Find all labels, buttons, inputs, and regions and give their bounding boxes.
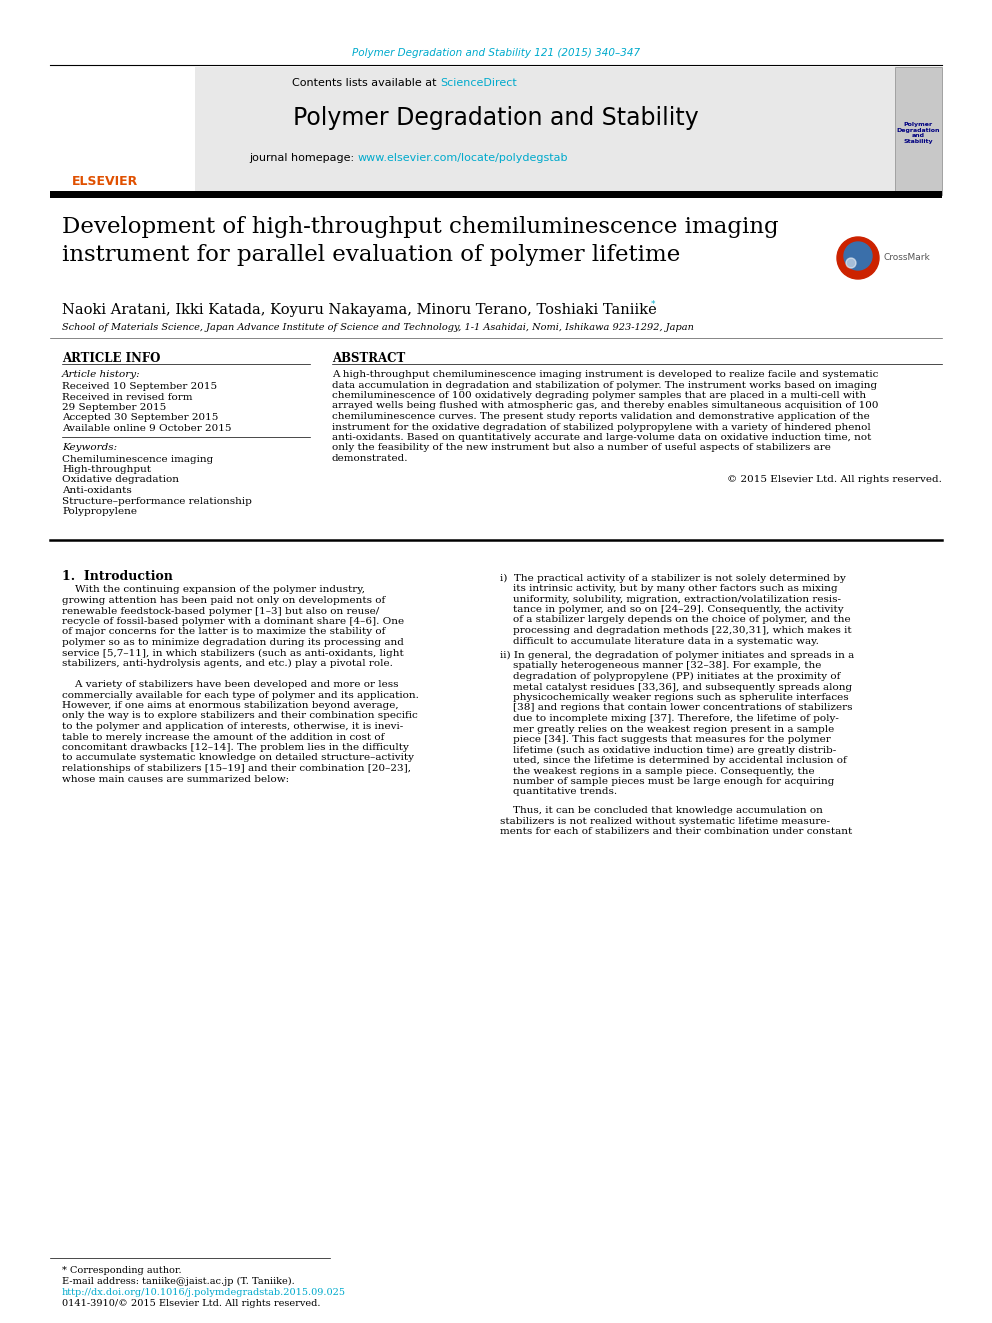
Text: CrossMark: CrossMark	[884, 254, 930, 262]
Bar	[50, 191, 942, 198]
Text: Polymer Degradation and Stability: Polymer Degradation and Stability	[293, 106, 699, 130]
Text: journal homepage:: journal homepage:	[249, 153, 358, 163]
Text: http://dx.doi.org/10.1016/j.polymdegradstab.2015.09.025: http://dx.doi.org/10.1016/j.polymdegrads…	[62, 1289, 346, 1297]
Text: recycle of fossil-based polymer with a dominant share [4–6]. One: recycle of fossil-based polymer with a d…	[62, 617, 404, 626]
Text: concomitant drawbacks [12–14]. The problem lies in the difficulty: concomitant drawbacks [12–14]. The probl…	[62, 744, 409, 751]
Text: table to merely increase the amount of the addition in cost of: table to merely increase the amount of t…	[62, 733, 384, 741]
Text: mer greatly relies on the weakest region present in a sample: mer greatly relies on the weakest region…	[500, 725, 834, 733]
Text: only the feasibility of the new instrument but also a number of useful aspects o: only the feasibility of the new instrume…	[332, 443, 831, 452]
Text: spatially heterogeneous manner [32–38]. For example, the: spatially heterogeneous manner [32–38]. …	[500, 662, 821, 671]
Text: Received 10 September 2015: Received 10 September 2015	[62, 382, 217, 392]
Text: data accumulation in degradation and stabilization of polymer. The instrument wo: data accumulation in degradation and sta…	[332, 381, 877, 389]
Text: number of sample pieces must be large enough for acquiring: number of sample pieces must be large en…	[500, 777, 834, 786]
Text: E-mail address: taniike@jaist.ac.jp (T. Taniike).: E-mail address: taniike@jaist.ac.jp (T. …	[62, 1277, 295, 1286]
Text: only the way is to explore stabilizers and their combination specific: only the way is to explore stabilizers a…	[62, 712, 418, 721]
Text: physicochemically weaker regions such as spherulite interfaces: physicochemically weaker regions such as…	[500, 693, 848, 703]
Text: lifetime (such as oxidative induction time) are greatly distrib-: lifetime (such as oxidative induction ti…	[500, 745, 836, 754]
Text: Contents lists available at: Contents lists available at	[292, 78, 440, 89]
Text: whose main causes are summarized below:: whose main causes are summarized below:	[62, 774, 289, 783]
Text: growing attention has been paid not only on developments of: growing attention has been paid not only…	[62, 595, 385, 605]
Text: its intrinsic activity, but by many other factors such as mixing: its intrinsic activity, but by many othe…	[500, 583, 837, 593]
Text: Article history:: Article history:	[62, 370, 141, 378]
Text: chemiluminescence curves. The present study reports validation and demonstrative: chemiluminescence curves. The present st…	[332, 411, 870, 421]
Text: Received in revised form: Received in revised form	[62, 393, 192, 401]
Text: Structure–performance relationship: Structure–performance relationship	[62, 496, 252, 505]
Text: i)  The practical activity of a stabilizer is not solely determined by: i) The practical activity of a stabilize…	[500, 573, 846, 582]
Circle shape	[837, 237, 879, 279]
Text: Development of high-throughput chemiluminescence imaging
instrument for parallel: Development of high-throughput chemilumi…	[62, 216, 779, 266]
Text: 0141-3910/© 2015 Elsevier Ltd. All rights reserved.: 0141-3910/© 2015 Elsevier Ltd. All right…	[62, 1299, 320, 1308]
Text: Polymer
Degradation
and
Stability: Polymer Degradation and Stability	[896, 122, 939, 144]
Text: quantitative trends.: quantitative trends.	[500, 787, 617, 796]
Text: Anti-oxidants: Anti-oxidants	[62, 486, 132, 495]
Text: service [5,7–11], in which stabilizers (such as anti-oxidants, light: service [5,7–11], in which stabilizers (…	[62, 648, 404, 658]
Text: to the polymer and application of interests, otherwise, it is inevi-: to the polymer and application of intere…	[62, 722, 404, 732]
Text: A variety of stabilizers have been developed and more or less: A variety of stabilizers have been devel…	[62, 680, 399, 689]
Text: instrument for the oxidative degradation of stabilized polypropylene with a vari: instrument for the oxidative degradation…	[332, 422, 871, 431]
Text: With the continuing expansion of the polymer industry,: With the continuing expansion of the pol…	[62, 586, 365, 594]
Text: of a stabilizer largely depends on the choice of polymer, and the: of a stabilizer largely depends on the c…	[500, 615, 850, 624]
Text: School of Materials Science, Japan Advance Institute of Science and Technology, : School of Materials Science, Japan Advan…	[62, 323, 693, 332]
Text: 29 September 2015: 29 September 2015	[62, 404, 167, 411]
Text: ments for each of stabilizers and their combination under constant: ments for each of stabilizers and their …	[500, 827, 852, 836]
Text: uniformity, solubility, migration, extraction/volatilization resis-: uniformity, solubility, migration, extra…	[500, 594, 841, 603]
Text: Thus, it can be concluded that knowledge accumulation on: Thus, it can be concluded that knowledge…	[500, 806, 823, 815]
Text: ELSEVIER: ELSEVIER	[72, 175, 138, 188]
Text: Naoki Aratani, Ikki Katada, Koyuru Nakayama, Minoru Terano, Toshiaki Taniike: Naoki Aratani, Ikki Katada, Koyuru Nakay…	[62, 303, 657, 318]
Text: stabilizers is not realized without systematic lifetime measure-: stabilizers is not realized without syst…	[500, 816, 830, 826]
Text: difficult to accumulate literature data in a systematic way.: difficult to accumulate literature data …	[500, 636, 818, 646]
Bar	[195, 67, 895, 194]
Text: chemiluminescence of 100 oxidatively degrading polymer samples that are placed i: chemiluminescence of 100 oxidatively deg…	[332, 392, 866, 400]
Text: Available online 9 October 2015: Available online 9 October 2015	[62, 423, 231, 433]
Text: Accepted 30 September 2015: Accepted 30 September 2015	[62, 414, 218, 422]
Text: tance in polymer, and so on [24–29]. Consequently, the activity: tance in polymer, and so on [24–29]. Con…	[500, 605, 843, 614]
Text: renewable feedstock-based polymer [1–3] but also on reuse/: renewable feedstock-based polymer [1–3] …	[62, 606, 379, 615]
Text: anti-oxidants. Based on quantitatively accurate and large-volume data on oxidati: anti-oxidants. Based on quantitatively a…	[332, 433, 871, 442]
Text: due to incomplete mixing [37]. Therefore, the lifetime of poly-: due to incomplete mixing [37]. Therefore…	[500, 714, 839, 722]
Text: A high-throughput chemiluminescence imaging instrument is developed to realize f: A high-throughput chemiluminescence imag…	[332, 370, 878, 378]
Bar	[895, 67, 942, 194]
Circle shape	[846, 258, 856, 269]
Text: High-throughput: High-throughput	[62, 464, 151, 474]
Text: uted, since the lifetime is determined by accidental inclusion of: uted, since the lifetime is determined b…	[500, 755, 847, 765]
Text: Polymer Degradation and Stability 121 (2015) 340–347: Polymer Degradation and Stability 121 (2…	[352, 48, 640, 58]
Circle shape	[844, 242, 872, 270]
Text: ABSTRACT: ABSTRACT	[332, 352, 406, 365]
Text: of major concerns for the latter is to maximize the stability of: of major concerns for the latter is to m…	[62, 627, 385, 636]
Text: polymer so as to minimize degradation during its processing and: polymer so as to minimize degradation du…	[62, 638, 404, 647]
Text: ii) In general, the degradation of polymer initiates and spreads in a: ii) In general, the degradation of polym…	[500, 651, 854, 660]
Text: commercially available for each type of polymer and its application.: commercially available for each type of …	[62, 691, 419, 700]
Text: metal catalyst residues [33,36], and subsequently spreads along: metal catalyst residues [33,36], and sub…	[500, 683, 852, 692]
Text: arrayed wells being flushed with atmospheric gas, and thereby enables simultaneo: arrayed wells being flushed with atmosph…	[332, 401, 879, 410]
Text: www.elsevier.com/locate/polydegstab: www.elsevier.com/locate/polydegstab	[358, 153, 568, 163]
Text: 1.  Introduction: 1. Introduction	[62, 569, 173, 582]
Text: Oxidative degradation: Oxidative degradation	[62, 475, 179, 484]
Text: [38] and regions that contain lower concentrations of stabilizers: [38] and regions that contain lower conc…	[500, 704, 852, 713]
Text: demonstrated.: demonstrated.	[332, 454, 409, 463]
Text: Chemiluminescence imaging: Chemiluminescence imaging	[62, 455, 213, 463]
Text: Polypropylene: Polypropylene	[62, 507, 137, 516]
Text: degradation of polypropylene (PP) initiates at the proximity of: degradation of polypropylene (PP) initia…	[500, 672, 840, 681]
Text: *: *	[651, 300, 656, 310]
Text: the weakest regions in a sample piece. Consequently, the: the weakest regions in a sample piece. C…	[500, 766, 814, 775]
Text: piece [34]. This fact suggests that measures for the polymer: piece [34]. This fact suggests that meas…	[500, 736, 830, 744]
Text: processing and degradation methods [22,30,31], which makes it: processing and degradation methods [22,3…	[500, 626, 851, 635]
Text: relationships of stabilizers [15–19] and their combination [20–23],: relationships of stabilizers [15–19] and…	[62, 763, 411, 773]
Text: to accumulate systematic knowledge on detailed structure–activity: to accumulate systematic knowledge on de…	[62, 754, 414, 762]
Text: © 2015 Elsevier Ltd. All rights reserved.: © 2015 Elsevier Ltd. All rights reserved…	[727, 475, 942, 483]
Text: However, if one aims at enormous stabilization beyond average,: However, if one aims at enormous stabili…	[62, 701, 399, 710]
Text: * Corresponding author.: * Corresponding author.	[62, 1266, 182, 1275]
Text: ScienceDirect: ScienceDirect	[440, 78, 517, 89]
Text: stabilizers, anti-hydrolysis agents, and etc.) play a pivotal role.: stabilizers, anti-hydrolysis agents, and…	[62, 659, 393, 668]
Bar	[50, 67, 195, 194]
Text: Keywords:: Keywords:	[62, 443, 117, 452]
Text: ARTICLE INFO: ARTICLE INFO	[62, 352, 161, 365]
